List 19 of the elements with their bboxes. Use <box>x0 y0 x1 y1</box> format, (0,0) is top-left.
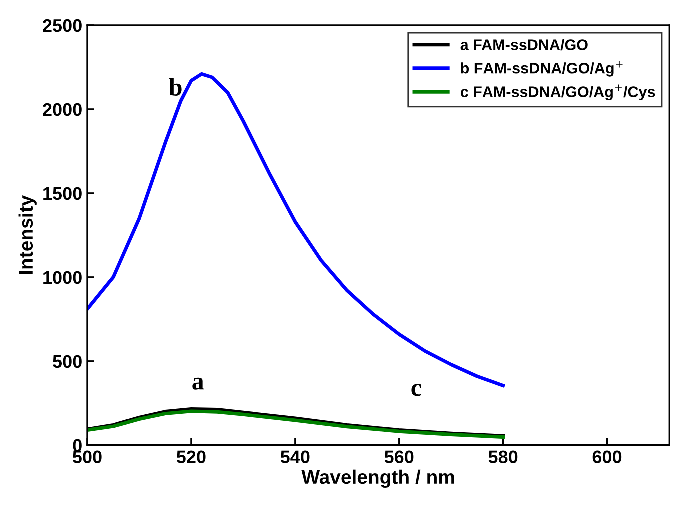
annotation: a <box>192 378 204 390</box>
x-axis-title: Wavelength / nm <box>302 470 454 488</box>
legend-label: b FAM-ssDNA/GO/Ag$^{+}$ <box>461 61 623 77</box>
annotation: c <box>412 384 422 396</box>
x-tick-label: 560 <box>384 450 414 464</box>
y-tick-label: 2000 <box>43 103 82 116</box>
x-tick-label: 540 <box>280 450 310 464</box>
legend-label: c FAM-ssDNA/GO/Ag$^{+}$/Cys <box>460 84 656 101</box>
x-tick-label: 600 <box>592 450 622 464</box>
x-tick-label: 500 <box>72 450 102 464</box>
legend-label: a FAM-ssDNA/GO <box>460 39 588 51</box>
annotation: b <box>169 78 182 96</box>
y-axis-title: Intensity <box>18 196 37 274</box>
x-tick-label: 520 <box>176 450 206 464</box>
y-tick-label: 1500 <box>44 187 82 200</box>
y-tick-label: 500 <box>53 355 82 368</box>
x-tick-label: 580 <box>488 450 518 464</box>
y-tick-label: 1000 <box>44 271 82 284</box>
y-tick-label: 2500 <box>43 19 82 32</box>
